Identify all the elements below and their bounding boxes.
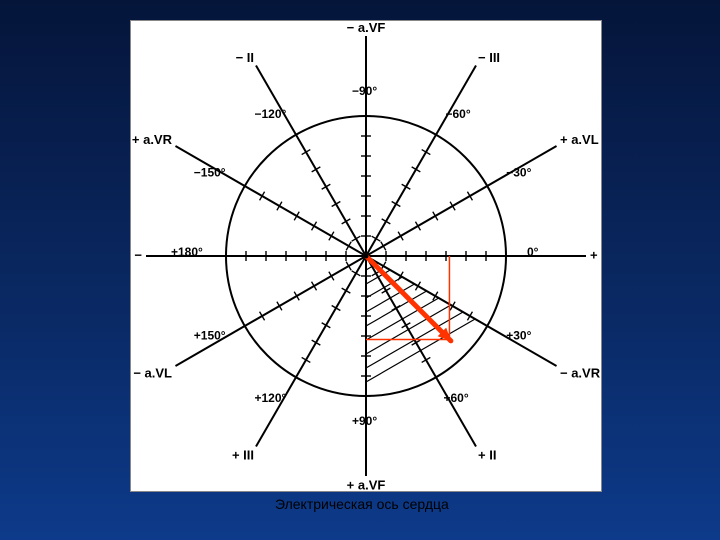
- hexaxial-diagram: + I I − − a.VR + a.VR + II − II + a.VF − a.VF + …: [131, 21, 601, 491]
- svg-text:+ I: + I: [590, 247, 601, 262]
- svg-text:−120°: −120°: [255, 107, 287, 121]
- diagram-caption: Электрическая ось сердца: [275, 496, 449, 512]
- slide: + I I − − a.VR + a.VR + II − II + a.VF − a.VF + …: [0, 0, 720, 540]
- svg-text:−30°: −30°: [506, 166, 531, 180]
- svg-text:− a.VR: − a.VR: [560, 366, 601, 381]
- diagram-frame: + I I − − a.VR + a.VR + II − II + a.VF − a.VF + …: [130, 20, 602, 492]
- svg-text:+ a.VL: + a.VL: [560, 132, 599, 147]
- svg-text:− II: − II: [236, 50, 254, 65]
- svg-text:+ a.VF: + a.VF: [347, 478, 386, 491]
- svg-text:+ II: + II: [478, 448, 496, 463]
- svg-text:−60°: −60°: [446, 107, 471, 121]
- svg-text:+120°: +120°: [255, 391, 287, 405]
- svg-text:−90°: −90°: [352, 84, 377, 98]
- svg-text:−150°: −150°: [194, 166, 226, 180]
- svg-text:+ a.VR: + a.VR: [132, 132, 173, 147]
- svg-text:0°: 0°: [527, 245, 539, 259]
- svg-text:+30°: +30°: [506, 329, 531, 343]
- svg-text:I −: I −: [131, 247, 142, 262]
- svg-text:+90°: +90°: [352, 414, 377, 428]
- svg-text:− III: − III: [478, 50, 500, 65]
- svg-text:+ III: + III: [232, 448, 254, 463]
- svg-text:+150°: +150°: [194, 329, 226, 343]
- svg-text:− a.VL: − a.VL: [133, 366, 172, 381]
- svg-text:− a.VF: − a.VF: [347, 21, 386, 35]
- svg-text:+60°: +60°: [444, 391, 469, 405]
- svg-text:+180°: +180°: [171, 245, 203, 259]
